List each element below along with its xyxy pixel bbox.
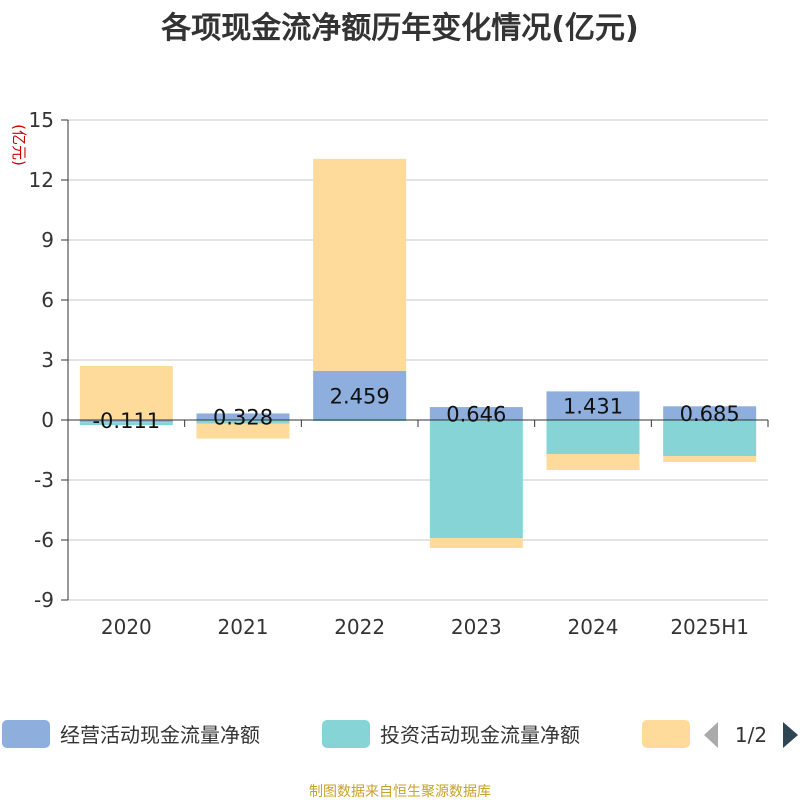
y-tick-label: 3 (41, 348, 54, 372)
bar-series3-2022 (313, 158, 407, 371)
bar-series3-2021 (196, 423, 290, 439)
legend-page-indicator: 1/2 (735, 723, 767, 747)
data-labels: -0.111 0.328 2.459 0.646 1.431 0.685 (92, 384, 739, 433)
data-label: 1.431 (563, 395, 623, 419)
legend-item: 经营活动现金流量净额 (2, 720, 260, 748)
bars (79, 158, 757, 548)
bar-series1-2020 (79, 420, 173, 423)
legend-swatch (2, 720, 50, 748)
bar-series3-2025H1 (663, 456, 757, 462)
grid-lines (68, 119, 768, 601)
y-tick-label: 0 (41, 408, 54, 432)
axes: 15 12 9 6 3 0 -3 -6 -9 2020 2021 2022 2023 2024 2025H1 (29, 108, 769, 639)
data-label: -0.111 (92, 409, 160, 433)
bar-series1-2025H1 (663, 406, 757, 420)
x-tick-label: 2021 (218, 615, 269, 639)
data-label: 0.646 (446, 403, 506, 427)
legend-next-page-icon[interactable] (783, 722, 798, 748)
legend-item (642, 720, 690, 748)
legend-label: 经营活动现金流量净额 (60, 723, 260, 747)
bar-series1-2021 (196, 413, 290, 420)
bar-series2-2020 (79, 422, 173, 426)
chart-title: 各项现金流净额历年变化情况(亿元) (160, 11, 638, 46)
y-tick-label: -3 (34, 468, 54, 492)
bar-series2-2023 (429, 420, 523, 538)
bar-series3-2023 (429, 538, 523, 548)
x-tick-label: 2022 (334, 615, 385, 639)
bar-series2-2025H1 (663, 420, 757, 456)
legend-swatch (322, 720, 370, 748)
bar-series2-2021 (196, 420, 290, 424)
bar-series2-2024 (546, 420, 640, 454)
bar-series3-2020 (79, 366, 173, 420)
data-label: 0.328 (213, 406, 273, 430)
legend: 经营活动现金流量净额 投资活动现金流量净额 1/2 (2, 720, 798, 748)
y-tick-label: 15 (29, 108, 54, 132)
x-tick-label: 2023 (451, 615, 502, 639)
y-tick-label: 6 (41, 288, 54, 312)
y-tick-label: -6 (34, 528, 54, 552)
x-tick-label: 2020 (101, 615, 152, 639)
bar-series1-2022 (313, 370, 407, 420)
data-label: 2.459 (330, 384, 390, 408)
y-tick-label: 12 (29, 168, 54, 192)
x-tick-label: 2024 (568, 615, 619, 639)
y-tick-label: -9 (34, 588, 54, 612)
source-footer: 制图数据来自恒生聚源数据库 (309, 784, 491, 800)
legend-prev-page-icon[interactable] (704, 722, 718, 748)
legend-item: 投资活动现金流量净额 (322, 720, 580, 748)
legend-label: 投资活动现金流量净额 (380, 723, 580, 747)
y-tick-label: 9 (41, 228, 54, 252)
x-tick-label: 2025H1 (670, 615, 749, 639)
legend-swatch (642, 720, 690, 748)
y-axis-unit: (亿元) (10, 124, 28, 166)
data-label: 0.685 (680, 402, 740, 426)
bar-series1-2024 (546, 391, 640, 420)
bar-series3-2024 (546, 454, 640, 470)
bar-series1-2023 (429, 407, 523, 420)
